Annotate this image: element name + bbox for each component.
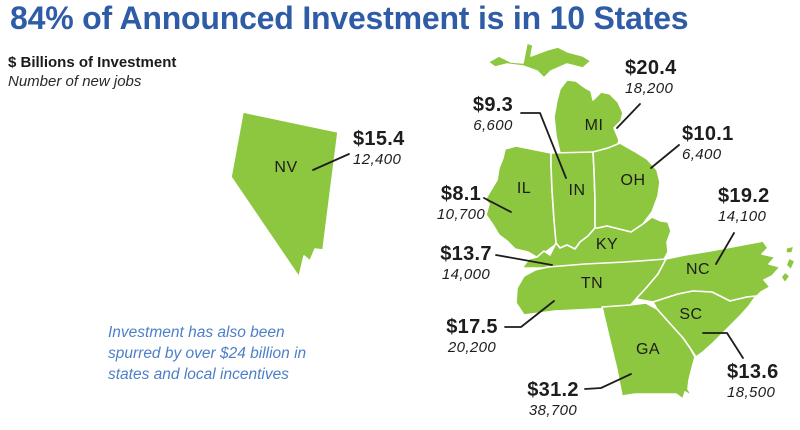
jobs-count-sc: 18,500	[727, 384, 776, 401]
value-label-ga: $31.2 38,700	[527, 379, 579, 419]
outer-banks-island	[780, 271, 791, 284]
state-shape-mi	[487, 42, 624, 156]
state-shape-oh	[592, 142, 661, 233]
state-shape-ga	[601, 302, 696, 400]
investment-amount-ga: $31.2	[527, 379, 579, 401]
leader-line-ga	[584, 373, 632, 390]
value-label-in: $9.3 6,600	[473, 94, 513, 134]
state-label-ky: KY	[595, 236, 619, 253]
jobs-count-tn: 20,200	[447, 339, 497, 356]
state-label-mi: MI	[584, 117, 604, 134]
state-label-oh: OH	[620, 172, 646, 189]
outer-banks-island	[785, 245, 795, 254]
jobs-count-mi: 18,200	[625, 80, 674, 97]
incentives-note-line2: spurred by over $24 billion in	[108, 345, 307, 362]
value-label-nc: $19.2 14,100	[718, 185, 770, 225]
leader-line-ky	[495, 254, 553, 266]
state-shape-nv	[230, 111, 339, 278]
state-shape-il	[484, 145, 559, 259]
investment-amount-in: $9.3	[472, 94, 514, 116]
leader-line-in	[520, 112, 567, 179]
legend-jobs-units: Number of new jobs	[8, 73, 142, 90]
state-label-il: IL	[516, 180, 532, 197]
investment-amount-tn: $17.5	[446, 316, 498, 338]
value-label-sc: $13.6 18,500	[727, 361, 779, 401]
state-label-nc: NC	[685, 261, 711, 278]
leader-line-il	[483, 197, 512, 213]
page-title: 84% of Announced Investment is in 10 Sta…	[10, 0, 689, 36]
outer-banks-island	[785, 257, 796, 271]
jobs-count-in: 6,600	[473, 117, 513, 134]
leader-line-nc	[715, 232, 735, 265]
investment-amount-oh: $10.1	[682, 123, 734, 145]
state-label-sc: SC	[679, 306, 703, 323]
jobs-count-oh: 6,400	[682, 146, 722, 163]
state-label-ga: GA	[635, 341, 661, 358]
jobs-count-ky: 14,000	[441, 266, 491, 283]
leader-line-mi	[616, 103, 641, 129]
legend-investment-units: $ Billions of Investment	[8, 54, 177, 71]
investment-amount-nv: $15.4	[353, 128, 405, 150]
investment-amount-ky: $13.7	[440, 243, 492, 265]
value-label-il: $8.1 10,700	[437, 183, 485, 223]
incentives-note: Investment has also been spurred by over…	[108, 322, 306, 385]
leader-line-nv	[312, 153, 350, 171]
leader-line-sc	[702, 332, 744, 359]
state-label-in: IN	[568, 182, 586, 199]
legend: $ Billions of Investment Number of new j…	[8, 53, 176, 91]
leader-line-tn	[504, 300, 555, 328]
investment-amount-nc: $19.2	[718, 185, 770, 207]
investment-amount-il: $8.1	[440, 183, 482, 205]
leader-line-oh	[650, 144, 680, 169]
incentives-note-line1: Investment has also been	[108, 324, 285, 341]
value-label-ky: $13.7 14,000	[440, 243, 492, 283]
investment-amount-sc: $13.6	[727, 361, 779, 383]
state-shape-nc-outer-banks	[780, 245, 796, 284]
value-label-tn: $17.5 20,200	[446, 316, 498, 356]
jobs-count-il: 10,700	[436, 206, 486, 223]
value-label-mi: $20.4 18,200	[625, 57, 677, 97]
state-label-tn: TN	[580, 275, 604, 292]
incentives-note-line3: states and local incentives	[108, 366, 289, 383]
value-label-oh: $10.1 6,400	[682, 123, 734, 163]
jobs-count-nc: 14,100	[718, 208, 767, 225]
jobs-count-ga: 38,700	[528, 402, 578, 419]
value-label-nv: $15.4 12,400	[353, 128, 405, 168]
jobs-count-nv: 12,400	[353, 151, 402, 168]
investment-amount-mi: $20.4	[625, 57, 677, 79]
state-label-nv: NV	[274, 159, 298, 176]
